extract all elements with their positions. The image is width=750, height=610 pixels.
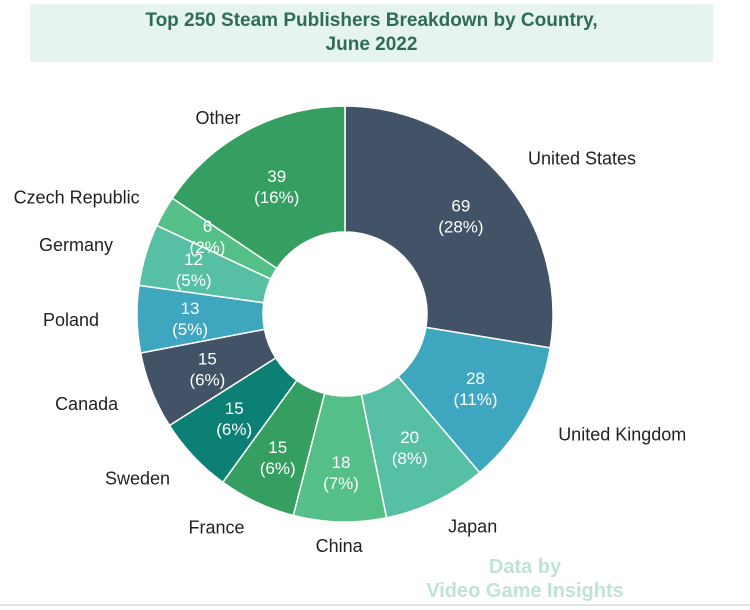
value-label-czech-republic: 6 (2%) — [190, 217, 226, 257]
value-pct-united-states: (28%) — [438, 218, 483, 237]
slice-united-states — [344, 105, 554, 349]
category-label-united-kingdom: United Kingdom — [558, 425, 686, 445]
slice-other — [171, 105, 346, 270]
category-label-japan: Japan — [448, 516, 497, 536]
watermark-line-2: Video Game Insights — [426, 580, 623, 602]
value-pct-france: (6%) — [260, 459, 296, 478]
value-pct-poland: (5%) — [172, 320, 208, 339]
category-label-other: Other — [195, 108, 240, 128]
value-count-france: 15 — [268, 438, 287, 457]
category-label-poland: Poland — [43, 310, 99, 330]
value-pct-sweden: (6%) — [216, 420, 252, 439]
value-count-japan: 20 — [400, 428, 419, 447]
value-pct-canada: (6%) — [189, 370, 225, 389]
value-label-china: 18 (7%) — [323, 453, 359, 493]
chart-title: Top 250 Steam Publishers Breakdown by Co… — [30, 4, 713, 62]
watermark-line-1: Data by — [489, 556, 562, 578]
category-label-sweden: Sweden — [105, 468, 170, 488]
category-label-united-states: United States — [528, 149, 636, 169]
category-label-canada: Canada — [55, 394, 119, 414]
value-pct-germany: (5%) — [176, 271, 212, 290]
category-label-germany: Germany — [39, 235, 113, 255]
value-pct-czech-republic: (2%) — [190, 238, 226, 257]
value-count-germany: 12 — [184, 250, 203, 269]
category-label-france: France — [188, 518, 244, 538]
value-count-united-states: 69 — [451, 197, 470, 216]
value-label-canada: 15 (6%) — [189, 349, 225, 389]
value-label-france: 15 (6%) — [260, 438, 296, 478]
value-count-china: 18 — [332, 453, 351, 472]
value-label-poland: 13 (5%) — [172, 299, 208, 339]
value-count-united-kingdom: 28 — [466, 369, 485, 388]
value-pct-china: (7%) — [323, 474, 359, 493]
chart-title-line-2: June 2022 — [325, 34, 418, 55]
category-label-czech-republic: Czech Republic — [14, 188, 140, 208]
value-label-sweden: 15 (6%) — [216, 399, 252, 439]
value-pct-japan: (8%) — [392, 449, 428, 468]
value-count-czech-republic: 6 — [203, 217, 212, 236]
value-label-germany: 12 (5%) — [176, 250, 212, 290]
slice-united-kingdom — [397, 326, 552, 474]
value-count-poland: 13 — [181, 299, 200, 318]
value-label-united-kingdom: 28 (11%) — [453, 369, 497, 409]
value-count-canada: 15 — [198, 349, 217, 368]
value-label-other: 39 (16%) — [254, 167, 299, 207]
value-pct-other: (16%) — [254, 188, 299, 207]
bottom-divider — [0, 604, 750, 606]
chart-title-line-1: Top 250 Steam Publishers Breakdown by Co… — [145, 10, 598, 31]
value-label-japan: 20 (8%) — [392, 428, 428, 468]
value-label-united-states: 69 (28%) — [438, 197, 483, 237]
category-label-china: China — [316, 536, 364, 556]
value-pct-united-kingdom: (11%) — [453, 390, 497, 409]
value-count-other: 39 — [267, 167, 286, 186]
value-count-sweden: 15 — [225, 399, 244, 418]
